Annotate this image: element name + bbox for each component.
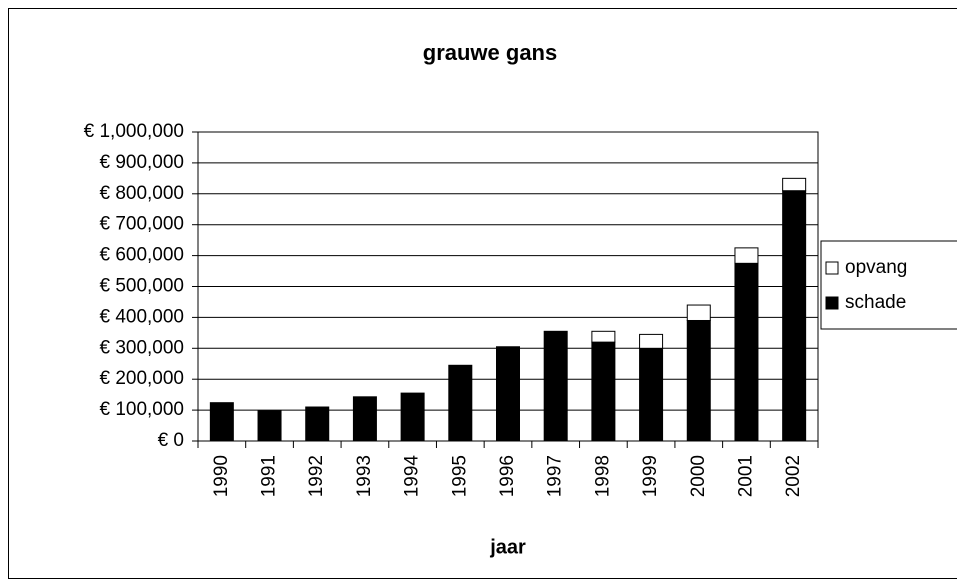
y-tick-label: € 400,000 (99, 306, 184, 327)
bar (686, 319, 711, 442)
y-tick-label: € 800,000 (99, 183, 184, 204)
y-tick-label: € 100,000 (99, 399, 184, 420)
x-tick-label: 1995 (449, 455, 470, 497)
legend-box (820, 240, 957, 330)
bar (400, 392, 425, 442)
bar (543, 330, 568, 442)
legend-label: schade (845, 292, 906, 313)
y-tick-label: € 0 (158, 430, 184, 451)
y-tick-label: € 900,000 (99, 152, 184, 173)
y-tick-label: € 200,000 (99, 368, 184, 389)
bar (209, 402, 234, 442)
bar (734, 262, 759, 442)
bar (782, 177, 807, 192)
bar (305, 406, 330, 442)
x-tick-label: 1996 (497, 455, 518, 497)
bar (639, 347, 664, 442)
bar (257, 410, 282, 442)
x-tick-label: 1991 (259, 455, 280, 497)
bar (591, 330, 616, 343)
x-tick-label: 1992 (306, 455, 327, 497)
x-tick-label: 1994 (402, 455, 423, 498)
legend-swatch (825, 261, 839, 275)
x-tick-label: 2002 (783, 455, 804, 497)
x-tick-label: 2001 (735, 455, 756, 497)
bar (591, 341, 616, 442)
bar (352, 396, 377, 442)
bar (734, 247, 759, 264)
x-tick-label: 1997 (545, 455, 566, 497)
chart-title: grauwe gans (423, 40, 557, 65)
bar (448, 364, 473, 442)
bar (686, 304, 711, 321)
y-tick-label: € 1,000,000 (84, 121, 184, 142)
x-tick-label: 2000 (688, 455, 709, 497)
bar (496, 346, 520, 442)
x-tick-label: 1998 (592, 455, 613, 497)
y-tick-label: € 600,000 (99, 245, 184, 266)
x-tick-label: 1999 (640, 455, 661, 497)
bar (782, 190, 807, 442)
bar (639, 333, 664, 349)
x-tick-label: 1993 (354, 455, 375, 497)
y-tick-label: € 700,000 (99, 214, 184, 235)
y-tick-label: € 300,000 (99, 337, 184, 358)
legend-label: opvang (845, 257, 907, 278)
x-tick-label: 1990 (211, 455, 232, 497)
y-tick-label: € 500,000 (99, 276, 184, 297)
legend-swatch (825, 296, 839, 310)
x-axis-title: jaar (489, 536, 526, 558)
chart-border (8, 8, 957, 579)
